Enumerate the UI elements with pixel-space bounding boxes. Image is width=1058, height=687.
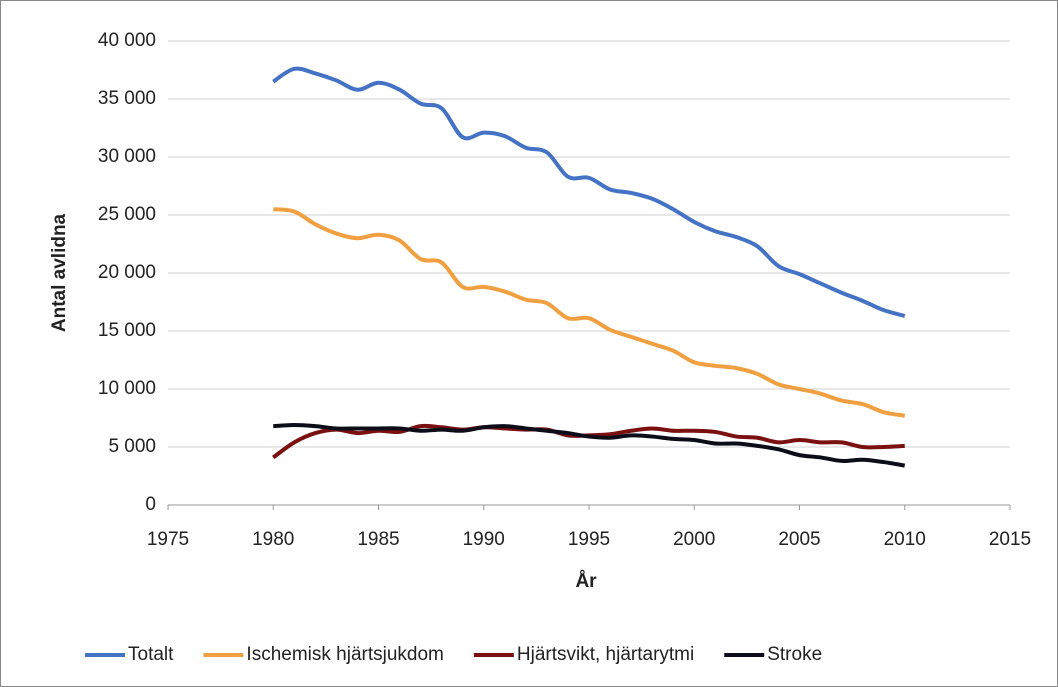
x-tick-label: 2015: [989, 529, 1031, 550]
x-tick-label: 1990: [463, 529, 505, 550]
y-tick-label: 10 000: [98, 378, 156, 399]
x-tick-label: 1980: [252, 529, 294, 550]
y-tick-label: 25 000: [98, 204, 156, 225]
x-tick-label: 2000: [673, 529, 715, 550]
y-tick-label: 15 000: [98, 320, 156, 341]
y-axis-label: Antal avlidna: [49, 213, 70, 332]
x-tick-label: 1985: [357, 529, 399, 550]
x-tick-label: 1995: [568, 529, 610, 550]
legend-label: Ischemisk hjärtsjukdom: [246, 644, 443, 665]
series-line: [273, 207, 906, 418]
x-axis-label: År: [575, 571, 597, 592]
y-tick-label: 5 000: [108, 436, 156, 457]
y-tick-label: 0: [145, 494, 156, 515]
series-line: [272, 66, 906, 318]
x-tick-label: 2005: [778, 529, 820, 550]
y-tick-label: 20 000: [98, 262, 156, 283]
x-tick-label: 1975: [147, 529, 189, 550]
legend-label: Hjärtsvikt, hjärtarytmi: [517, 644, 694, 665]
series-line: [273, 422, 906, 468]
legend-label: Totalt: [128, 644, 174, 665]
y-tick-label: 30 000: [98, 146, 156, 167]
y-tick-label: 35 000: [98, 88, 156, 109]
legend-label: Stroke: [767, 644, 822, 665]
x-tick-label: 2010: [884, 529, 926, 550]
y-tick-label: 40 000: [98, 30, 156, 51]
